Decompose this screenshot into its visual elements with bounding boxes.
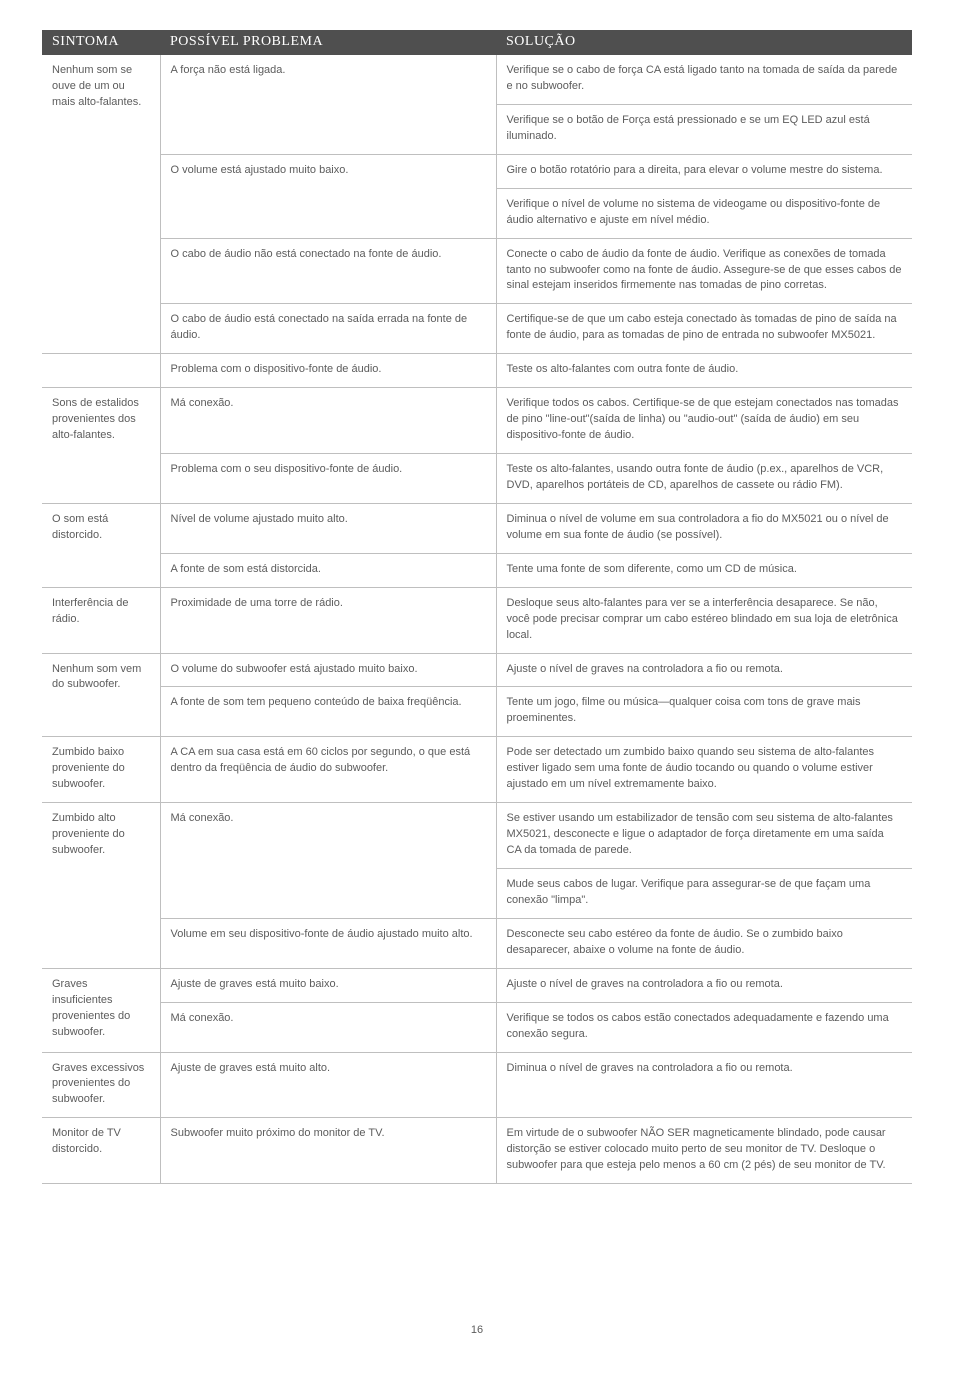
problema-cell: A fonte de som está distorcida. — [160, 553, 496, 587]
table-row: Sons de estalidos provenientes dos alto-… — [42, 388, 912, 454]
table-row: O som está distorcido.Nível de volume aj… — [42, 503, 912, 553]
solucao-cell: Teste os alto-falantes, usando outra fon… — [496, 454, 912, 504]
table-row: Zumbido baixo proveniente do subwoofer.A… — [42, 737, 912, 803]
table-row: Problema com o seu dispositivo-fonte de … — [42, 454, 912, 504]
sintoma-cell: Sons de estalidos provenientes dos alto-… — [42, 388, 160, 504]
solucao-cell: Em virtude de o subwoofer NÃO SER magnet… — [496, 1118, 912, 1184]
solucao-cell: Teste os alto-falantes com outra fonte d… — [496, 354, 912, 388]
sintoma-cell: Zumbido baixo proveniente do subwoofer. — [42, 737, 160, 803]
table-row: Zumbido alto proveniente do subwoofer.Má… — [42, 803, 912, 869]
problema-cell: A CA em sua casa está em 60 ciclos por s… — [160, 737, 496, 803]
problema-cell: Má conexão. — [160, 388, 496, 454]
solucao-cell: Verifique se o botão de Força está press… — [496, 104, 912, 154]
sintoma-cell — [42, 354, 160, 388]
page-number: 16 — [42, 1324, 912, 1336]
problema-cell: Subwoofer muito próximo do monitor de TV… — [160, 1118, 496, 1184]
problema-cell: Problema com o dispositivo-fonte de áudi… — [160, 354, 496, 388]
header-sintoma: SINTOMA — [42, 30, 160, 55]
sintoma-cell: Monitor de TV distorcido. — [42, 1118, 160, 1184]
problema-cell: Ajuste de graves está muito alto. — [160, 1052, 496, 1118]
solucao-cell: Ajuste o nível de graves na controladora… — [496, 968, 912, 1002]
solucao-cell: Verifique o nível de volume no sistema d… — [496, 188, 912, 238]
table-row: Nenhum som se ouve de um ou mais alto-fa… — [42, 55, 912, 104]
sintoma-cell: Graves excessivos provenientes do subwoo… — [42, 1052, 160, 1118]
solucao-cell: Diminua o nível de volume em sua control… — [496, 503, 912, 553]
sintoma-cell: Nenhum som se ouve de um ou mais alto-fa… — [42, 55, 160, 354]
sintoma-cell: Nenhum som vem do subwoofer. — [42, 653, 160, 737]
header-solucao: SOLUÇÃO — [496, 30, 912, 55]
solucao-cell: Se estiver usando um estabilizador de te… — [496, 803, 912, 869]
sintoma-cell: O som está distorcido. — [42, 503, 160, 587]
table-row: A fonte de som está distorcida.Tente uma… — [42, 553, 912, 587]
problema-cell: O cabo de áudio não está conectado na fo… — [160, 238, 496, 304]
table-row: Nenhum som vem do subwoofer.O volume do … — [42, 653, 912, 687]
solucao-cell: Pode ser detectado um zumbido baixo quan… — [496, 737, 912, 803]
problema-cell: Nível de volume ajustado muito alto. — [160, 503, 496, 553]
solucao-cell: Verifique se todos os cabos estão conect… — [496, 1002, 912, 1052]
table-row: Problema com o dispositivo-fonte de áudi… — [42, 354, 912, 388]
solucao-cell: Diminua o nível de graves na controlador… — [496, 1052, 912, 1118]
solucao-cell: Certifique-se de que um cabo esteja cone… — [496, 304, 912, 354]
sintoma-cell: Graves insuficientes provenientes do sub… — [42, 968, 160, 1052]
table-row: Volume em seu dispositivo-fonte de áudio… — [42, 918, 912, 968]
problema-cell: O volume do subwoofer está ajustado muit… — [160, 653, 496, 687]
solucao-cell: Ajuste o nível de graves na controladora… — [496, 653, 912, 687]
table-row: A fonte de som tem pequeno conteúdo de b… — [42, 687, 912, 737]
solucao-cell: Verifique se o cabo de força CA está lig… — [496, 55, 912, 104]
problema-cell: A fonte de som tem pequeno conteúdo de b… — [160, 687, 496, 737]
troubleshooting-table: SINTOMA POSSÍVEL PROBLEMA SOLUÇÃO Nenhum… — [42, 30, 912, 1184]
table-row: O cabo de áudio não está conectado na fo… — [42, 238, 912, 304]
table-row: Graves insuficientes provenientes do sub… — [42, 968, 912, 1002]
solucao-cell: Desloque seus alto-falantes para ver se … — [496, 587, 912, 653]
problema-cell: Ajuste de graves está muito baixo. — [160, 968, 496, 1002]
problema-cell: Proximidade de uma torre de rádio. — [160, 587, 496, 653]
problema-cell: O volume está ajustado muito baixo. — [160, 154, 496, 238]
problema-cell: Má conexão. — [160, 1002, 496, 1052]
table-header-row: SINTOMA POSSÍVEL PROBLEMA SOLUÇÃO — [42, 30, 912, 55]
table-row: O cabo de áudio está conectado na saída … — [42, 304, 912, 354]
problema-cell: A força não está ligada. — [160, 55, 496, 154]
sintoma-cell: Zumbido alto proveniente do subwoofer. — [42, 803, 160, 969]
solucao-cell: Tente um jogo, filme ou música—qualquer … — [496, 687, 912, 737]
table-row: Interferência de rádio.Proximidade de um… — [42, 587, 912, 653]
problema-cell: Problema com o seu dispositivo-fonte de … — [160, 454, 496, 504]
problema-cell: Volume em seu dispositivo-fonte de áudio… — [160, 918, 496, 968]
table-row: Monitor de TV distorcido.Subwoofer muito… — [42, 1118, 912, 1184]
solucao-cell: Gire o botão rotatório para a direita, p… — [496, 154, 912, 188]
sintoma-cell: Interferência de rádio. — [42, 587, 160, 653]
solucao-cell: Mude seus cabos de lugar. Verifique para… — [496, 868, 912, 918]
table-row: O volume está ajustado muito baixo.Gire … — [42, 154, 912, 188]
solucao-cell: Tente uma fonte de som diferente, como u… — [496, 553, 912, 587]
table-row: Má conexão.Verifique se todos os cabos e… — [42, 1002, 912, 1052]
solucao-cell: Conecte o cabo de áudio da fonte de áudi… — [496, 238, 912, 304]
problema-cell: O cabo de áudio está conectado na saída … — [160, 304, 496, 354]
problema-cell: Má conexão. — [160, 803, 496, 919]
solucao-cell: Desconecte seu cabo estéreo da fonte de … — [496, 918, 912, 968]
header-problema: POSSÍVEL PROBLEMA — [160, 30, 496, 55]
table-row: Graves excessivos provenientes do subwoo… — [42, 1052, 912, 1118]
solucao-cell: Verifique todos os cabos. Certifique-se … — [496, 388, 912, 454]
